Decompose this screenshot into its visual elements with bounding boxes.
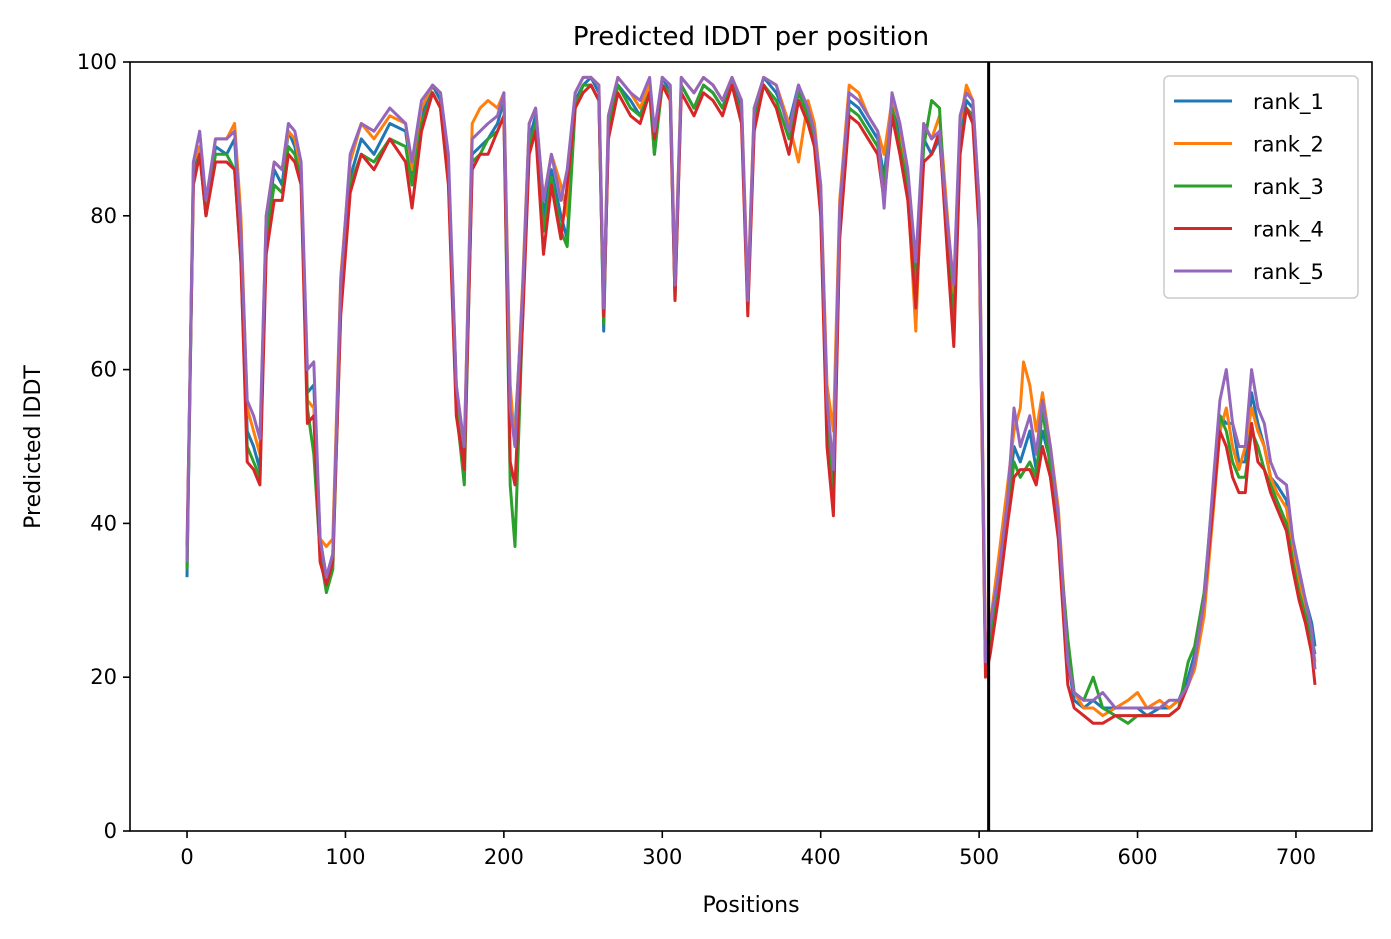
y-tick-label: 0	[104, 819, 117, 843]
y-tick-label: 100	[77, 50, 117, 74]
x-tick-label: 100	[325, 845, 365, 869]
legend-label-rank-4: rank_4	[1253, 218, 1324, 243]
chart-title: Predicted lDDT per position	[573, 22, 929, 52]
x-tick-label: 400	[801, 845, 841, 869]
y-tick-label: 60	[90, 358, 117, 382]
x-tick-label: 600	[1117, 845, 1157, 869]
legend-box	[1163, 75, 1359, 299]
y-tick-label: 20	[90, 665, 117, 689]
legend-label-rank-5: rank_5	[1253, 260, 1324, 285]
x-tick-label: 500	[959, 845, 999, 869]
series-lines-group	[185, 75, 1317, 725]
x-axis-ticks: 0 100 200 300 400 500 600 700	[180, 831, 1316, 869]
series-line-rank-5	[185, 75, 1317, 710]
legend-label-rank-1: rank_1	[1253, 90, 1324, 115]
legend-label-rank-3: rank_3	[1253, 175, 1324, 200]
x-axis-label: Positions	[702, 893, 799, 918]
legend-label-rank-2: rank_2	[1253, 133, 1324, 158]
x-tick-label: 0	[180, 845, 193, 869]
x-tick-label: 300	[642, 845, 682, 869]
x-tick-label: 700	[1276, 845, 1316, 869]
x-tick-label: 200	[484, 845, 524, 869]
plot-frame	[129, 61, 1373, 832]
y-tick-label: 40	[90, 511, 117, 535]
y-axis-ticks: 0 20 40 60 80 100	[77, 50, 130, 843]
y-axis-label: Predicted lDDT	[21, 365, 46, 529]
legend: rank_1 rank_2 rank_3 rank_4 rank_5	[1163, 75, 1359, 299]
y-tick-label: 80	[90, 204, 117, 228]
